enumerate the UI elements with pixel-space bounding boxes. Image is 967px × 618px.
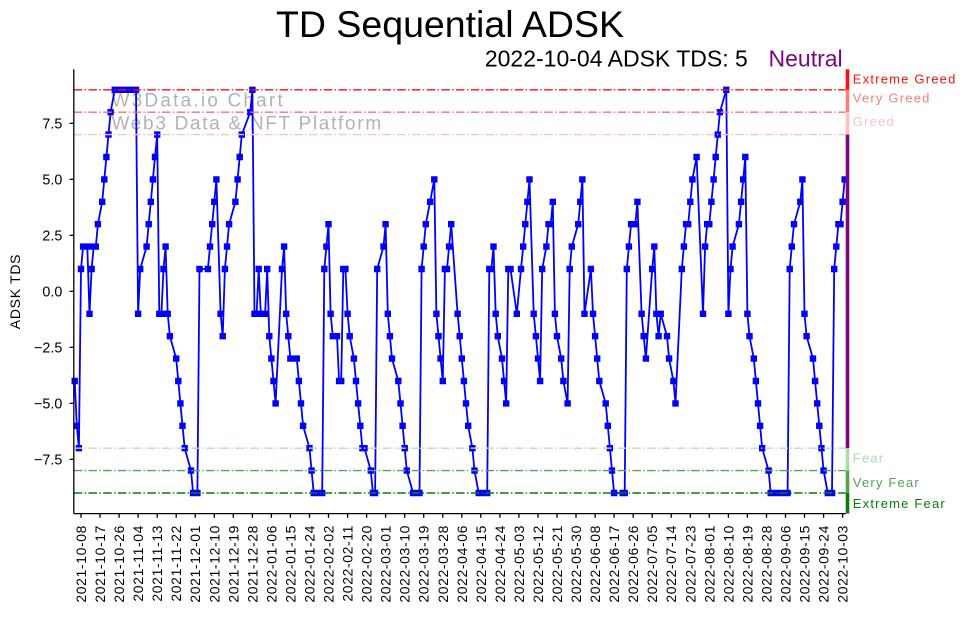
svg-text:2021-12-01: 2021-12-01 <box>187 525 203 603</box>
svg-text:2022-06-08: 2022-06-08 <box>587 525 603 603</box>
svg-text:2022-03-19: 2022-03-19 <box>416 525 432 603</box>
svg-text:2021-12-28: 2021-12-28 <box>244 525 260 603</box>
svg-text:2022-03-10: 2022-03-10 <box>397 525 413 603</box>
svg-text:Very Greed: Very Greed <box>853 90 931 105</box>
svg-text:2022-05-03: 2022-05-03 <box>511 525 527 603</box>
svg-text:2022-07-14: 2022-07-14 <box>663 525 679 603</box>
svg-text:Greed: Greed <box>853 114 895 129</box>
svg-text:2022-01-24: 2022-01-24 <box>302 525 318 603</box>
svg-text:2022-05-12: 2022-05-12 <box>530 525 546 603</box>
svg-text:2022-03-01: 2022-03-01 <box>378 525 394 603</box>
svg-text:2022-02-11: 2022-02-11 <box>340 525 356 602</box>
svg-text:2021-12-10: 2021-12-10 <box>206 525 222 603</box>
svg-text:2021-10-26: 2021-10-26 <box>111 525 127 603</box>
svg-text:Extreme Fear: Extreme Fear <box>853 496 946 511</box>
svg-text:2022-07-23: 2022-07-23 <box>682 525 698 603</box>
svg-text:2022-08-19: 2022-08-19 <box>739 525 755 603</box>
svg-text:2022-06-26: 2022-06-26 <box>625 525 641 603</box>
svg-text:−5.0: −5.0 <box>34 397 62 413</box>
svg-text:Very Fear: Very Fear <box>853 475 920 490</box>
svg-text:2022-06-17: 2022-06-17 <box>606 525 622 603</box>
svg-text:2021-10-08: 2021-10-08 <box>73 525 89 603</box>
svg-text:2022-08-28: 2022-08-28 <box>759 525 775 603</box>
svg-text:7.5: 7.5 <box>42 117 62 133</box>
svg-text:2022-07-05: 2022-07-05 <box>644 525 660 603</box>
svg-text:2021-11-04: 2021-11-04 <box>130 525 146 602</box>
svg-text:2022-03-28: 2022-03-28 <box>435 525 451 603</box>
svg-text:Extreme Greed: Extreme Greed <box>853 71 957 86</box>
svg-text:2022-05-30: 2022-05-30 <box>568 525 584 603</box>
svg-text:2022-01-06: 2022-01-06 <box>263 525 279 603</box>
svg-text:2022-10-04 ADSK TDS: 5: 2022-10-04 ADSK TDS: 5 <box>485 46 748 72</box>
svg-text:2021-10-17: 2021-10-17 <box>92 525 108 603</box>
svg-text:Neutral: Neutral <box>769 46 843 72</box>
svg-text:2022-04-24: 2022-04-24 <box>492 525 508 603</box>
svg-text:2022-02-02: 2022-02-02 <box>321 525 337 603</box>
svg-text:2022-01-15: 2022-01-15 <box>282 525 298 603</box>
svg-text:W3Data.io Chart: W3Data.io Chart <box>112 90 285 111</box>
svg-text:2022-04-15: 2022-04-15 <box>473 525 489 603</box>
svg-text:−2.5: −2.5 <box>34 341 62 357</box>
svg-text:TD Sequential ADSK: TD Sequential ADSK <box>276 3 624 45</box>
svg-text:2.5: 2.5 <box>42 229 62 245</box>
svg-text:2022-10-03: 2022-10-03 <box>835 525 851 603</box>
svg-text:ADSK TDS: ADSK TDS <box>7 254 23 329</box>
svg-text:2021-11-22: 2021-11-22 <box>168 525 184 602</box>
svg-text:2021-11-13: 2021-11-13 <box>149 525 165 602</box>
svg-text:0.0: 0.0 <box>42 285 62 301</box>
svg-text:2021-12-19: 2021-12-19 <box>225 525 241 603</box>
svg-text:2022-08-10: 2022-08-10 <box>720 525 736 603</box>
svg-text:2022-04-06: 2022-04-06 <box>454 525 470 603</box>
svg-text:5.0: 5.0 <box>42 173 62 189</box>
svg-text:Fear: Fear <box>853 451 885 466</box>
svg-text:2022-08-01: 2022-08-01 <box>701 525 717 603</box>
svg-text:2022-05-21: 2022-05-21 <box>549 525 565 603</box>
svg-text:2022-09-24: 2022-09-24 <box>816 525 832 603</box>
svg-text:2022-02-20: 2022-02-20 <box>359 525 375 603</box>
svg-text:2022-09-15: 2022-09-15 <box>797 525 813 603</box>
svg-text:Web3 Data & NFT Platform: Web3 Data & NFT Platform <box>112 114 383 135</box>
svg-text:2022-09-06: 2022-09-06 <box>778 525 794 603</box>
svg-text:−7.5: −7.5 <box>34 453 62 469</box>
